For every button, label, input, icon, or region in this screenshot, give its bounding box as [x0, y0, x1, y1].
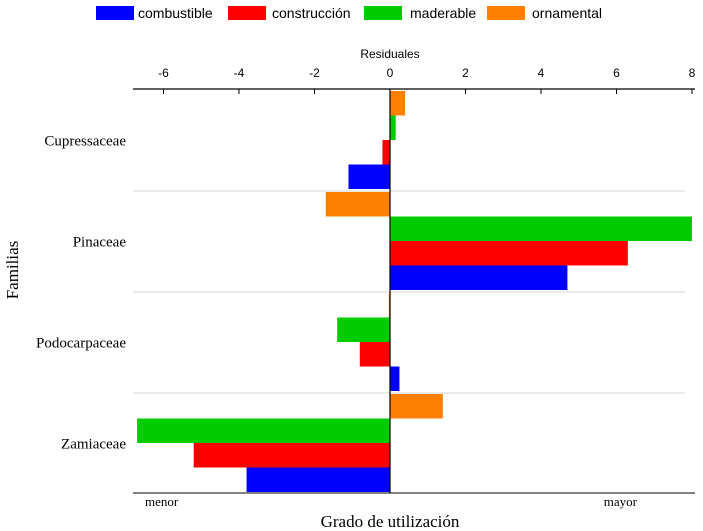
bar-cupressaceae-construccion [382, 140, 390, 165]
bar-zamiaceae-maderable [137, 418, 390, 443]
bar-pinaceae-construccion [390, 241, 628, 266]
legend-label-combustible: combustible [138, 5, 213, 21]
bar-zamiaceae-ornamental [390, 394, 443, 419]
bar-podocarpaceae-construccion [359, 342, 390, 367]
legend-label-construccion: construcción [272, 5, 351, 21]
bar-zamiaceae-combustible [246, 467, 390, 492]
x-tick-label: -4 [234, 66, 245, 80]
top-axis-title: Residuales [360, 47, 419, 61]
legend-label-ornamental: ornamental [532, 5, 602, 21]
bar-pinaceae-ornamental [325, 192, 390, 217]
legend: combustible construcción maderable ornament… [96, 5, 602, 21]
y-axis-title: Familias [3, 241, 22, 300]
x-axis-title: Grado de utilización [321, 512, 460, 531]
bars [137, 91, 692, 492]
bar-pinaceae-combustible [390, 265, 568, 290]
category-label-cupressaceae: Cupressaceae [44, 134, 126, 150]
legend-swatch-combustible [96, 6, 134, 20]
bar-cupressaceae-combustible [348, 164, 390, 189]
category-label-podocarpaceae: Podocarpaceae [36, 336, 126, 352]
bar-zamiaceae-construccion [193, 443, 390, 468]
legend-swatch-construccion [228, 6, 266, 20]
category-label-zamiaceae: Zamiaceae [61, 437, 126, 453]
x-tick-label: 4 [538, 66, 545, 80]
x-tick-label: 2 [462, 66, 469, 80]
x-tick-label: -6 [158, 66, 169, 80]
x-high-label: mayor [604, 494, 638, 509]
bar-podocarpaceae-combustible [390, 366, 400, 391]
gridlines [133, 190, 685, 394]
x-tick-label: 8 [689, 66, 696, 80]
bar-podocarpaceae-maderable [337, 317, 390, 342]
legend-swatch-ornamental [487, 6, 525, 20]
bar-cupressaceae-ornamental [390, 91, 406, 116]
axes: -6 -4 -2 0 2 4 6 8 Cupressaceae Pinaceae Podocarpa… [36, 66, 696, 494]
x-tick-label: -2 [309, 66, 320, 80]
x-tick-label: 6 [613, 66, 620, 80]
x-low-label: menor [145, 494, 179, 509]
legend-swatch-maderable [364, 6, 402, 20]
bar-cupressaceae-maderable [390, 115, 396, 140]
category-label-pinaceae: Pinaceae [73, 235, 127, 251]
bar-pinaceae-maderable [390, 216, 692, 241]
x-tick-label: 0 [387, 66, 394, 80]
legend-label-maderable: maderable [410, 5, 476, 21]
